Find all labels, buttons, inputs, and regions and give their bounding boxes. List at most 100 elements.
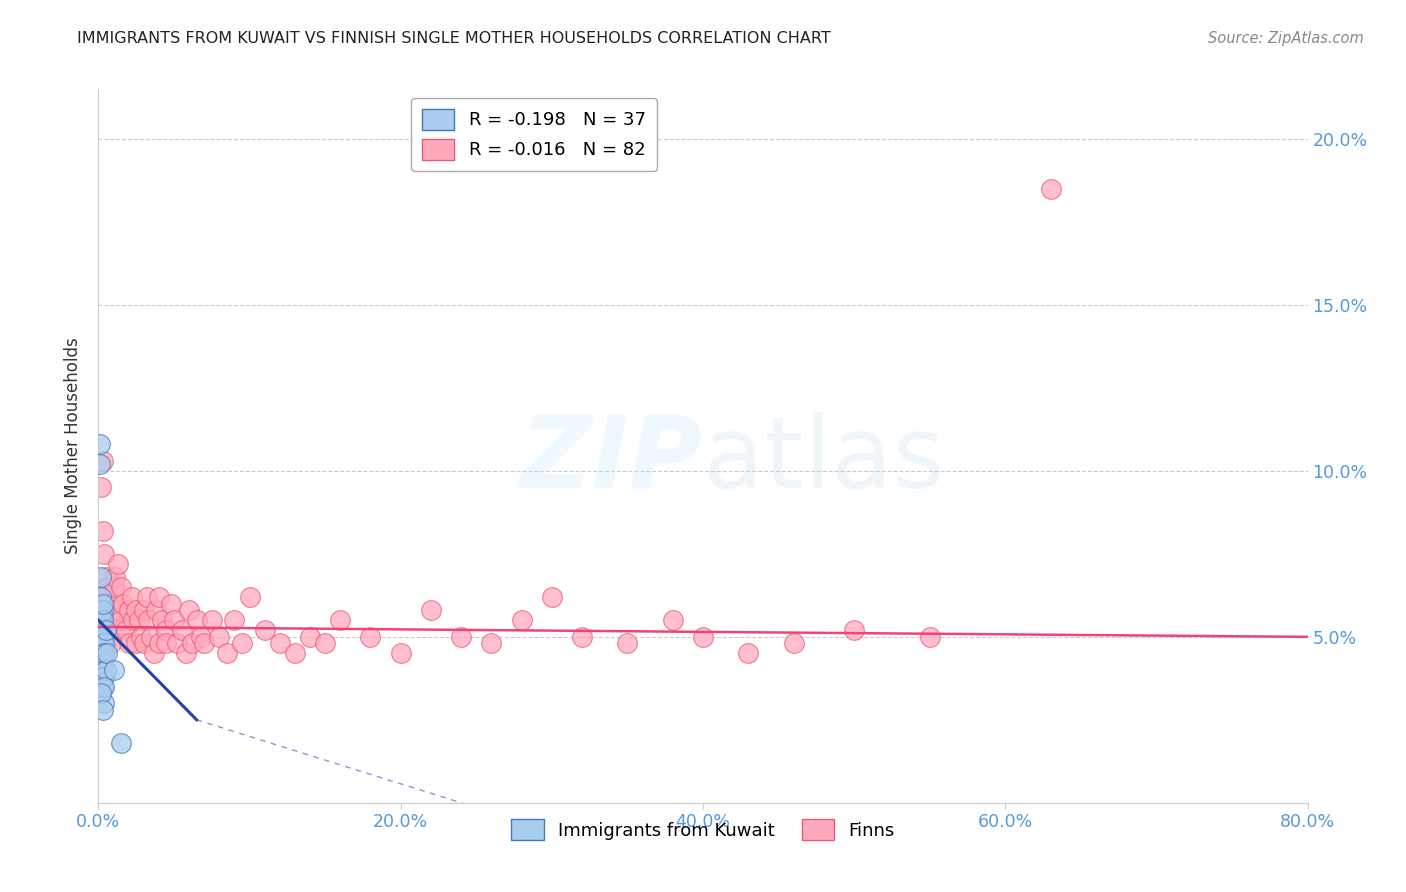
Point: [103, 597, 125, 611]
Point: [90, 481, 112, 495]
Point: [163, 613, 186, 627]
Point: [94, 663, 117, 677]
Point: [91, 663, 114, 677]
Point: [118, 603, 141, 617]
Point: [94, 603, 117, 617]
Point: [510, 613, 533, 627]
Point: [93, 680, 115, 694]
Point: [107, 557, 129, 571]
Point: [90, 636, 112, 650]
Legend: Immigrants from Kuwait, Finns: Immigrants from Kuwait, Finns: [503, 812, 903, 847]
Point: [155, 624, 177, 638]
Point: [201, 613, 224, 627]
Point: [111, 597, 134, 611]
Point: [129, 630, 152, 644]
Point: [90, 570, 112, 584]
Point: [89, 437, 111, 451]
Point: [114, 624, 136, 638]
Point: [269, 636, 291, 650]
Text: Source: ZipAtlas.com: Source: ZipAtlas.com: [1208, 31, 1364, 46]
Point: [91, 613, 114, 627]
Point: [239, 590, 262, 604]
Point: [96, 613, 118, 627]
Point: [90, 670, 112, 684]
Point: [91, 636, 114, 650]
Point: [91, 647, 114, 661]
Point: [93, 696, 115, 710]
Point: [389, 647, 412, 661]
Point: [179, 603, 201, 617]
Point: [94, 570, 117, 584]
Point: [90, 630, 112, 644]
Point: [737, 647, 759, 661]
Point: [329, 613, 352, 627]
Point: [91, 454, 114, 468]
Point: [224, 613, 246, 627]
Point: [90, 653, 112, 667]
Point: [101, 613, 124, 627]
Point: [148, 636, 170, 650]
Point: [100, 603, 122, 617]
Point: [91, 630, 114, 644]
Point: [100, 636, 122, 650]
Point: [844, 624, 866, 638]
Point: [918, 630, 941, 644]
Point: [253, 624, 276, 638]
Point: [360, 630, 382, 644]
Point: [104, 570, 127, 584]
Point: [103, 580, 125, 594]
Point: [93, 590, 115, 604]
Point: [90, 590, 112, 604]
Point: [783, 636, 806, 650]
Point: [420, 603, 443, 617]
Point: [208, 630, 231, 644]
Point: [125, 603, 148, 617]
Point: [93, 547, 115, 561]
Point: [98, 597, 121, 611]
Point: [90, 663, 112, 677]
Point: [103, 663, 125, 677]
Point: [90, 657, 112, 671]
Point: [89, 630, 111, 644]
Point: [299, 630, 322, 644]
Point: [170, 624, 193, 638]
Point: [166, 636, 188, 650]
Point: [571, 630, 593, 644]
Text: atlas: atlas: [703, 412, 945, 508]
Point: [141, 630, 163, 644]
Point: [128, 613, 150, 627]
Point: [132, 603, 155, 617]
Point: [121, 590, 143, 604]
Point: [89, 457, 111, 471]
Point: [91, 670, 114, 684]
Point: [186, 613, 208, 627]
Point: [96, 647, 118, 661]
Point: [616, 636, 638, 650]
Point: [231, 636, 253, 650]
Point: [91, 703, 114, 717]
Point: [661, 613, 683, 627]
Point: [190, 630, 212, 644]
Point: [98, 630, 121, 644]
Point: [93, 670, 115, 684]
Point: [174, 647, 197, 661]
Point: [94, 624, 117, 638]
Point: [148, 590, 170, 604]
Point: [110, 736, 132, 750]
Point: [145, 603, 167, 617]
Point: [314, 636, 336, 650]
Point: [450, 630, 472, 644]
Point: [91, 603, 114, 617]
Point: [110, 613, 132, 627]
Point: [90, 620, 112, 634]
Point: [135, 590, 157, 604]
Point: [181, 636, 204, 650]
Point: [108, 624, 131, 638]
Point: [155, 636, 177, 650]
Point: [91, 597, 114, 611]
Point: [540, 590, 562, 604]
Point: [125, 636, 148, 650]
Point: [118, 636, 141, 650]
Point: [91, 657, 114, 671]
Point: [143, 647, 166, 661]
